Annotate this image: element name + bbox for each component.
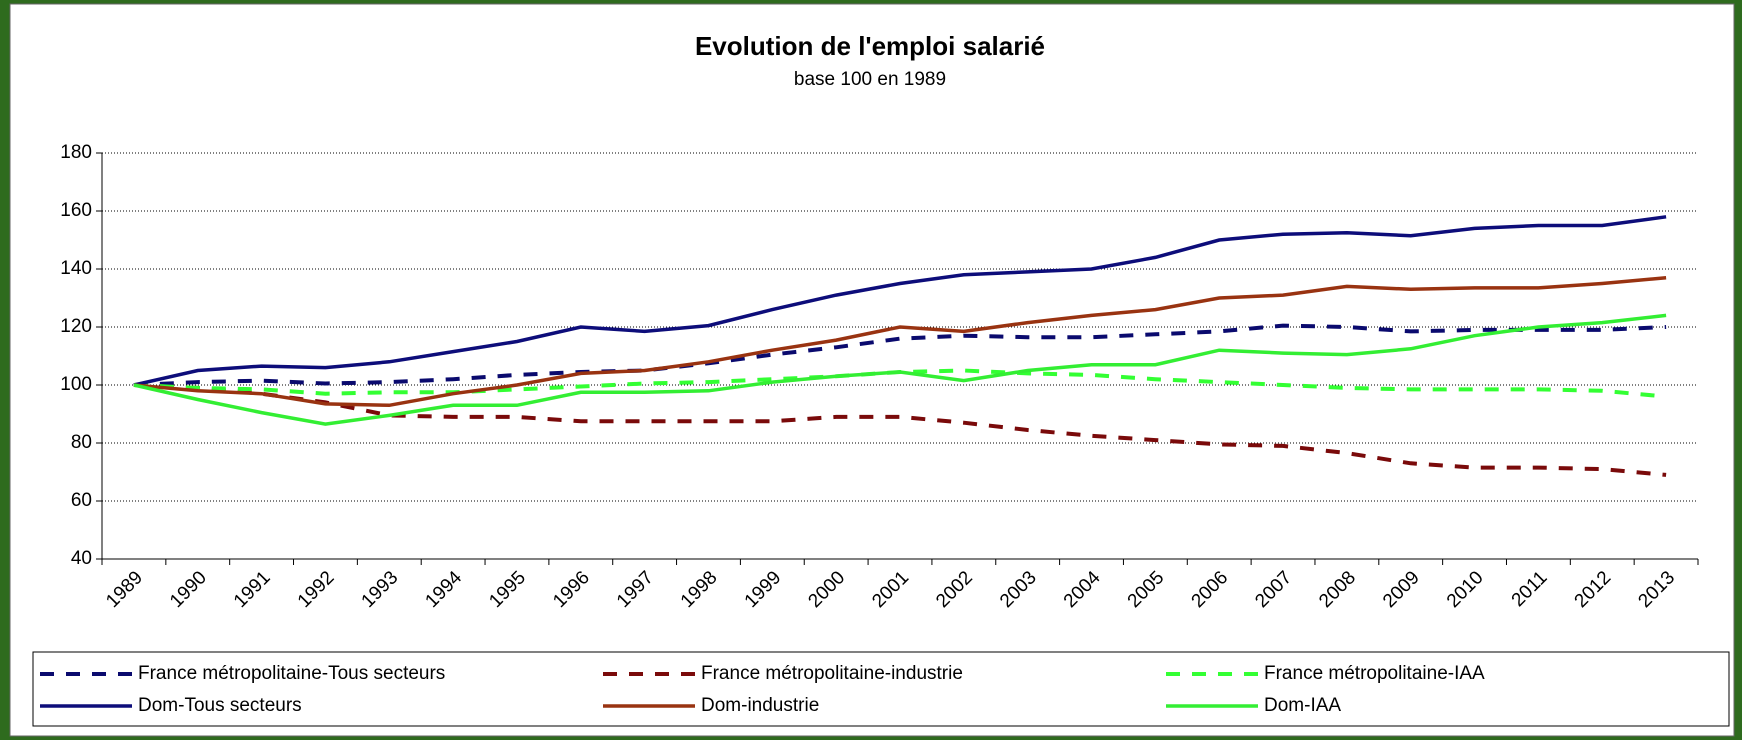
legend-label: France métropolitaine-Tous secteurs xyxy=(138,663,445,684)
legend-label: France métropolitaine-industrie xyxy=(701,663,963,684)
panel xyxy=(9,3,1735,737)
y-tick-label: 120 xyxy=(60,316,92,337)
chart-subtitle: base 100 en 1989 xyxy=(794,69,946,90)
legend-label: France métropolitaine-IAA xyxy=(1264,663,1485,684)
y-tick-label: 80 xyxy=(71,432,92,453)
y-tick-label: 100 xyxy=(60,374,92,395)
legend-label: Dom-industrie xyxy=(701,695,819,716)
legend-label: Dom-Tous secteurs xyxy=(138,695,302,716)
y-tick-label: 180 xyxy=(60,142,92,163)
series-line xyxy=(133,215,1667,387)
series-line xyxy=(133,275,1667,408)
series-line xyxy=(133,383,1667,477)
legend-box xyxy=(32,651,1730,727)
legend-label: Dom-IAA xyxy=(1264,695,1341,716)
y-tick-label: 140 xyxy=(60,258,92,279)
y-tick-label: 40 xyxy=(71,548,92,569)
series-line xyxy=(133,323,1667,387)
y-tick-label: 60 xyxy=(71,490,92,511)
chart-title: Evolution de l'emploi salarié xyxy=(695,31,1045,61)
y-tick-label: 160 xyxy=(60,200,92,221)
series-line xyxy=(133,313,1667,426)
